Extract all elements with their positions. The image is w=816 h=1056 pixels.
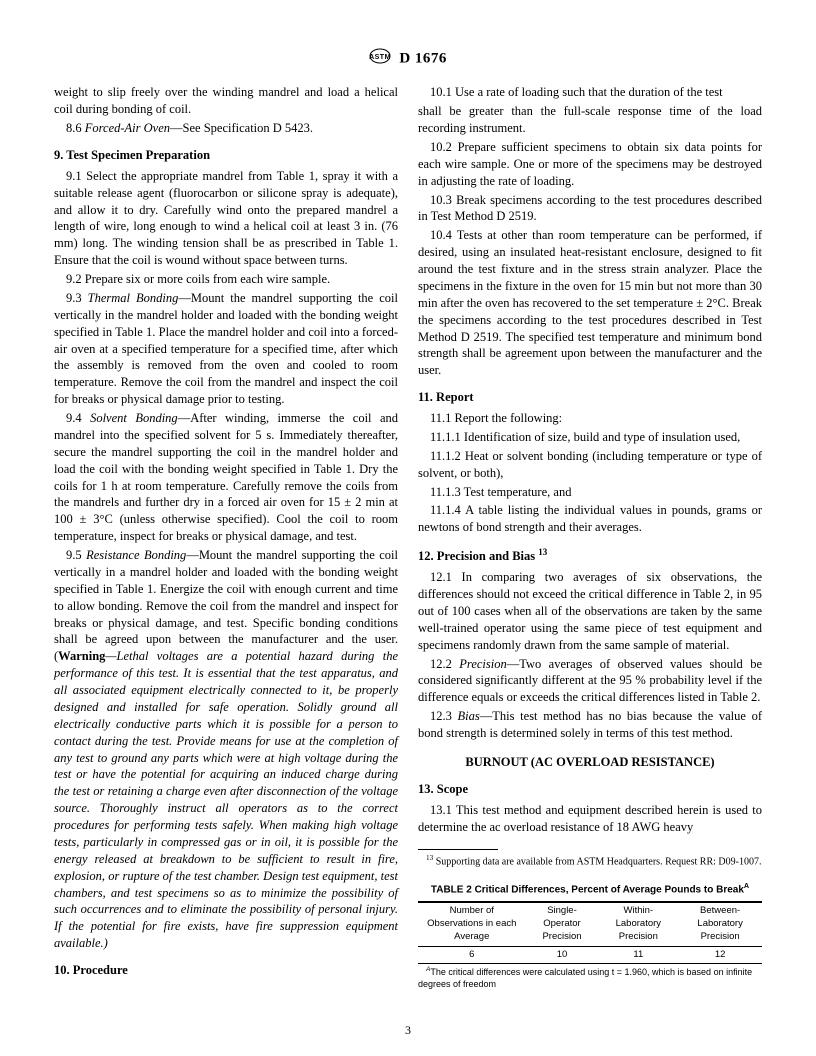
td-observations: 6 bbox=[418, 946, 526, 963]
para-11-1-4: 11.1.4 A table listing the individual va… bbox=[418, 502, 762, 536]
table-header-row: Number of Observations in each Average S… bbox=[418, 903, 762, 946]
para-12-1: 12.1 In comparing two averages of six ob… bbox=[418, 569, 762, 653]
page-number: 3 bbox=[0, 1022, 816, 1038]
heading-10: 10. Procedure bbox=[54, 962, 398, 979]
th-observations: Number of Observations in each Average bbox=[418, 903, 526, 946]
para-9-4: 9.4 Solvent Bonding—After winding, immer… bbox=[54, 410, 398, 545]
astm-logo: ASTM bbox=[369, 48, 391, 70]
para-11-1-1: 11.1.1 Identification of size, build and… bbox=[418, 429, 762, 446]
para-9-2: 9.2 Prepare six or more coils from each … bbox=[54, 271, 398, 288]
heading-11: 11. Report bbox=[418, 389, 762, 406]
para-10-2: 10.2 Prepare sufficient specimens to obt… bbox=[418, 139, 762, 190]
para-12-3: 12.3 Bias—This test method has no bias b… bbox=[418, 708, 762, 742]
para-10-3: 10.3 Break specimens according to the te… bbox=[418, 192, 762, 226]
para-13-1: 13.1 This test method and equipment desc… bbox=[418, 802, 762, 836]
para-9-3: 9.3 Thermal Bonding—Mount the mandrel su… bbox=[54, 290, 398, 408]
para-11-1: 11.1 Report the following: bbox=[418, 410, 762, 427]
svg-text:ASTM: ASTM bbox=[369, 54, 391, 61]
para-10-1: 10.1 Use a rate of loading such that the… bbox=[418, 84, 762, 101]
para-8-5-cont: weight to slip freely over the winding m… bbox=[54, 84, 398, 118]
th-between-lab: Between-Laboratory Precision bbox=[678, 903, 762, 946]
para-11-1-3: 11.1.3 Test temperature, and bbox=[418, 484, 762, 501]
td-between-lab: 12 bbox=[678, 946, 762, 963]
heading-burnout: BURNOUT (AC OVERLOAD RESISTANCE) bbox=[418, 754, 762, 771]
para-8-6: 8.6 Forced-Air Oven—See Specification D … bbox=[54, 120, 398, 137]
para-12-2: 12.2 Precision—Two averages of observed … bbox=[418, 656, 762, 707]
table-row: 6 10 11 12 bbox=[418, 946, 762, 963]
designation: D 1676 bbox=[399, 51, 447, 67]
para-10-1-cont: shall be greater than the full-scale res… bbox=[418, 103, 762, 137]
para-11-1-2: 11.1.2 Heat or solvent bonding (includin… bbox=[418, 448, 762, 482]
para-10-4: 10.4 Tests at other than room temperatur… bbox=[418, 227, 762, 379]
heading-12: 12. Precision and Bias 13 bbox=[418, 546, 762, 565]
footnote-13: 13 Supporting data are available from AS… bbox=[418, 854, 762, 869]
td-single-operator: 10 bbox=[526, 946, 599, 963]
heading-13: 13. Scope bbox=[418, 781, 762, 798]
table-2: Number of Observations in each Average S… bbox=[418, 902, 762, 963]
table-2-block: TABLE 2 Critical Differences, Percent of… bbox=[418, 881, 762, 990]
th-within-lab: Within-Laboratory Precision bbox=[598, 903, 678, 946]
body-columns: weight to slip freely over the winding m… bbox=[54, 84, 762, 994]
th-single-operator: Single-Operator Precision bbox=[526, 903, 599, 946]
footnote-block: 13 Supporting data are available from AS… bbox=[418, 849, 762, 869]
page-header: ASTM D 1676 bbox=[54, 48, 762, 70]
para-9-5: 9.5 Resistance Bonding—Mount the mandrel… bbox=[54, 547, 398, 952]
heading-9: 9. Test Specimen Preparation bbox=[54, 147, 398, 164]
table-2-footnote: AThe critical differences were calculate… bbox=[418, 966, 762, 990]
td-within-lab: 11 bbox=[598, 946, 678, 963]
para-9-1: 9.1 Select the appropriate mandrel from … bbox=[54, 168, 398, 269]
table-2-title: TABLE 2 Critical Differences, Percent of… bbox=[418, 881, 762, 897]
footnote-rule bbox=[418, 849, 498, 850]
